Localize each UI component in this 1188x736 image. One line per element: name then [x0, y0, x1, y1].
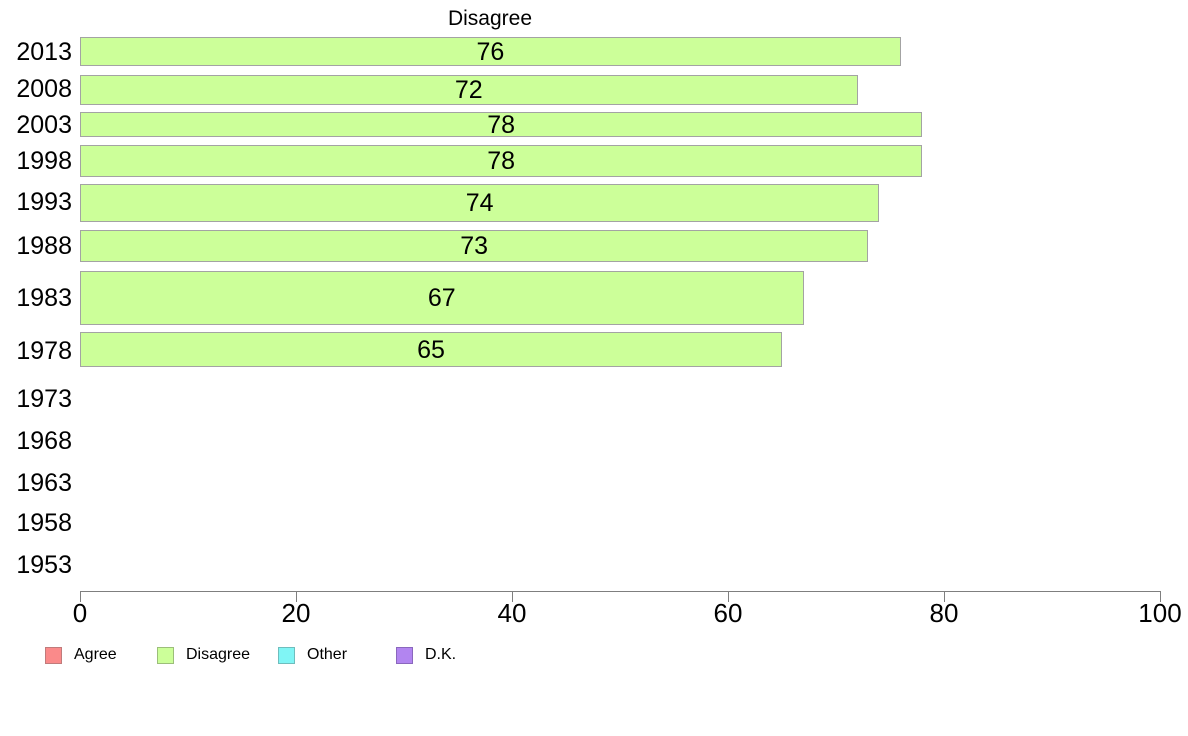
x-axis-tick-label-0: 0	[72, 598, 88, 628]
bar-2003	[80, 112, 923, 137]
y-axis-label-1998: 1998	[16, 147, 72, 175]
y-axis-label-1953: 1953	[16, 551, 72, 579]
legend-swatch-dk	[396, 646, 413, 664]
bar-value-label-1983: 67	[427, 284, 456, 312]
x-axis-tick-label-40: 40	[497, 598, 527, 628]
bar-1998	[80, 145, 923, 177]
y-axis-label-1983: 1983	[16, 284, 72, 312]
x-axis-tick-0	[80, 591, 81, 602]
legend-label-other: Other	[307, 646, 348, 663]
x-axis-tick-100	[1160, 591, 1161, 602]
legend-label-disagree: Disagree	[186, 646, 251, 663]
x-axis-line	[80, 591, 1161, 592]
bar-value-label-1993: 74	[465, 189, 494, 217]
bar-2013	[80, 37, 901, 66]
bar-value-label-2008: 72	[454, 76, 483, 104]
y-axis-label-1993: 1993	[16, 188, 72, 216]
x-axis-tick-label-60: 60	[713, 598, 743, 628]
legend-swatch-disagree	[157, 646, 174, 664]
y-axis-label-2013: 2013	[16, 38, 72, 66]
x-axis-tick-label-100: 100	[1138, 598, 1182, 628]
x-axis-tick-label-80: 80	[929, 598, 959, 628]
legend-item-other: Other	[278, 646, 347, 664]
legend-item-agree: Agree	[45, 646, 117, 664]
bar-1988	[80, 230, 869, 262]
chart-title: Disagree	[447, 7, 533, 30]
bar-value-label-1998: 78	[487, 147, 516, 175]
y-axis-label-1973: 1973	[16, 385, 72, 413]
y-axis-label-1978: 1978	[16, 337, 72, 365]
bar-1983	[80, 271, 804, 325]
y-axis-label-1968: 1968	[16, 427, 72, 455]
y-axis-label-1963: 1963	[16, 469, 72, 497]
bar-2008	[80, 75, 858, 105]
y-axis-label-1958: 1958	[16, 509, 72, 537]
x-axis-tick-20	[296, 591, 297, 602]
legend-swatch-agree	[45, 646, 62, 664]
y-axis-label-1988: 1988	[16, 232, 72, 260]
y-axis-label-2008: 2008	[16, 75, 72, 103]
bar-value-label-2003: 78	[487, 110, 516, 139]
bar-value-label-1978: 65	[417, 335, 445, 364]
bar-value-label-2013: 76	[476, 37, 505, 66]
legend-label-dk: D.K.	[425, 646, 457, 663]
x-axis-tick-label-20: 20	[281, 598, 311, 628]
bar-1978	[80, 332, 782, 367]
x-axis-tick-40	[512, 591, 513, 602]
legend-item-disagree: Disagree	[157, 646, 250, 664]
x-axis-tick-80	[944, 591, 945, 602]
bar-1993	[80, 184, 880, 222]
legend-swatch-other	[278, 646, 295, 664]
legend-label-agree: Agree	[74, 646, 117, 663]
bar-value-label-1988: 73	[460, 232, 489, 260]
x-axis-tick-60	[728, 591, 729, 602]
legend-item-dk: D.K.	[396, 646, 456, 664]
y-axis-label-2003: 2003	[16, 111, 72, 139]
